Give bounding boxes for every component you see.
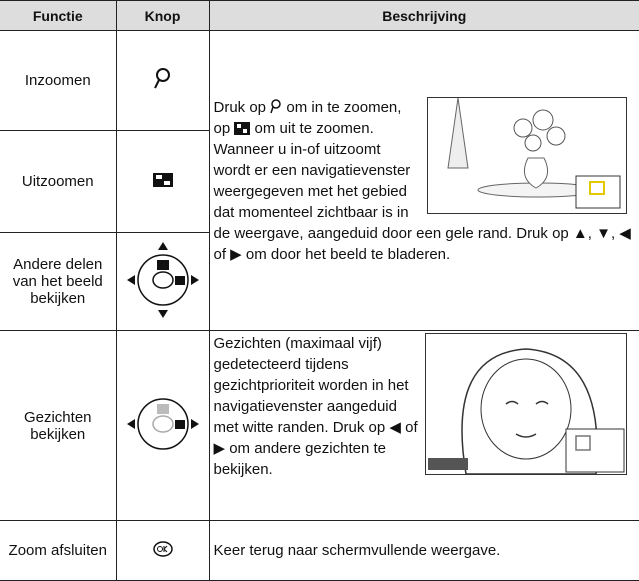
text: om uit te zoomen. Wanneer u in-of uitzoo… [213, 119, 631, 263]
zoom-illustration [427, 96, 627, 214]
zoom-in-icon [270, 98, 281, 113]
ok-icon [152, 540, 173, 557]
row: Inzoomen Druk op om in te zoomen, op om … [0, 30, 639, 331]
text: Gezichten (maximaal vijf) gedetecteerd t… [213, 335, 418, 478]
row: Gezichten bekijken Gezichten (maximaal v… [0, 330, 639, 521]
description: Druk op om in te zoomen, op om uit te zo… [208, 30, 639, 331]
header: Beschrijving [208, 0, 639, 31]
row: Andere delen van het beeld bekijken [0, 232, 639, 331]
header: Knop [115, 0, 210, 31]
zoom-in-icon [153, 67, 170, 88]
function: Inzoomen [0, 30, 117, 131]
description: Keer terug naar schermvullende weergave. [208, 520, 639, 581]
description: Gezichten (maximaal vijf) gedetecteerd t… [208, 330, 639, 521]
function: Andere delen van het beeld bekijken [0, 232, 117, 331]
button [115, 232, 209, 331]
button [115, 520, 210, 581]
function: Gezichten bekijken [0, 330, 117, 521]
zoom-out-icon [234, 121, 251, 135]
text: Keer terug naar schermvullende weergave. [213, 542, 501, 559]
function: Zoom afsluiten [0, 520, 117, 581]
zoom-out-icon [152, 172, 173, 187]
header: Functie [0, 0, 117, 31]
faces-illustration [425, 333, 627, 475]
text: om in te zoomen, op [213, 98, 402, 137]
multi-selector-icon [126, 241, 199, 318]
button [115, 130, 209, 233]
row: Uitzoomen [0, 130, 639, 233]
header-row: Functie Knop Beschrijving [0, 0, 639, 31]
button [115, 330, 210, 521]
function: Uitzoomen [0, 130, 117, 233]
row: Zoom afsluiten Keer terug naar schermvul… [0, 520, 639, 581]
button [115, 30, 210, 131]
multi-selector-icon [126, 397, 199, 450]
text: Druk op [213, 98, 267, 116]
